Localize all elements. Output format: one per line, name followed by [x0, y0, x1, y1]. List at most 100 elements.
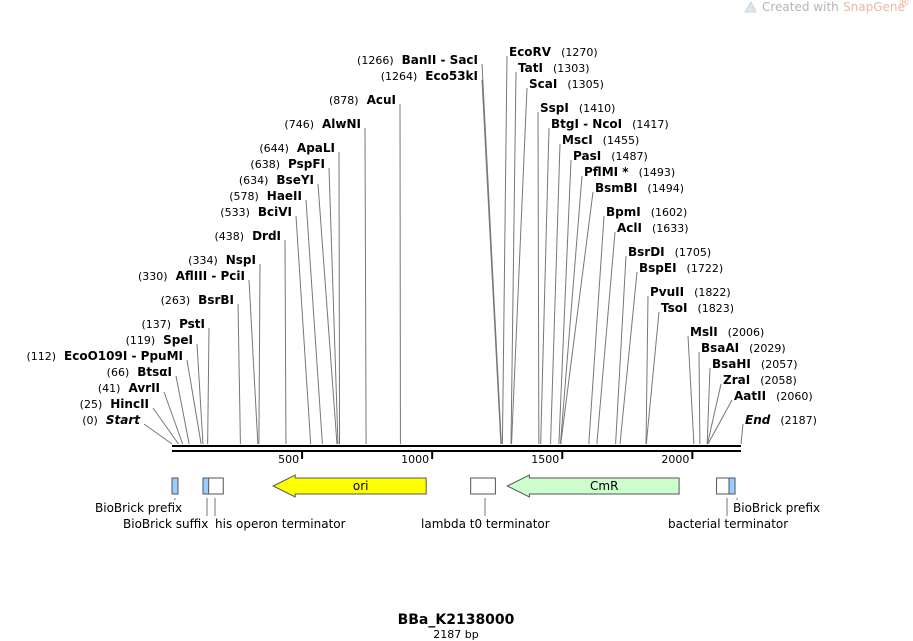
site-name: PvuII [650, 285, 684, 299]
leader-line-zrai [706, 383, 722, 445]
axis-tick-label: 1000 [401, 453, 429, 466]
site-bcivi: BciVI (533) [220, 205, 292, 219]
feature-label-bacterial-terminator: bacterial terminator [668, 517, 788, 531]
site-bseyi: BseYI (634) [239, 173, 314, 187]
site-name: EcoO109I - PpuMI [64, 349, 183, 363]
leader-line-afliii-pcii [248, 279, 259, 445]
site-bpmi: BpmI (1602) [606, 205, 687, 219]
feature-labels: BioBrick prefix BioBrick suffix his operon… [95, 498, 820, 531]
axis-tick-label: 500 [278, 453, 299, 466]
site-btgi-ncoi: BtgI - NcoI (1417) [551, 117, 669, 131]
site-position: (112) [26, 350, 56, 363]
site-name: HaeII [267, 189, 302, 203]
site-position: (1722) [687, 262, 724, 275]
site-avrii: AvrII (41) [98, 381, 160, 395]
leader-line-tati [510, 71, 517, 445]
site-name: BsaHI [712, 357, 751, 371]
feature-box [208, 477, 224, 495]
leader-line-bcivi [295, 215, 312, 445]
site-name: HincII [110, 397, 149, 411]
site-position: (438) [214, 230, 244, 243]
site-position: (746) [284, 118, 314, 131]
site-name: BpmI [606, 205, 641, 219]
site-name: AclI [617, 221, 642, 235]
site-zrai: ZraI (2058) [723, 373, 797, 387]
site-position: (1822) [694, 286, 731, 299]
site-position: (2058) [760, 374, 797, 387]
leader-line-avrii [163, 391, 184, 445]
leader-line-bseyi [317, 183, 338, 445]
site-name: BciVI [258, 205, 292, 219]
site-nspi: NspI (334) [188, 253, 256, 267]
feature-label-biobrick-prefix: BioBrick prefix [733, 501, 820, 515]
site-name: ZraI [723, 373, 750, 387]
feature-box [716, 477, 730, 495]
registered-mark: ® [898, 0, 910, 9]
restriction-site-labels: BanII - SacI (1266) Eco53kI (1264) AcuI (878)… [26, 45, 816, 427]
site-bsrbi: BsrBI (263) [161, 293, 234, 307]
site-hincii: HincII (25) [80, 397, 149, 411]
feature-box [171, 477, 179, 495]
feature-box [202, 477, 210, 495]
feature-label-biobrick-suffix: BioBrick suffix [123, 517, 208, 531]
site-banii-saci: BanII - SacI (1266) [357, 53, 478, 67]
site-position: (2057) [761, 358, 798, 371]
leader-line-haeii [305, 199, 323, 445]
site-position: (1417) [632, 118, 669, 131]
site-position: (1270) [561, 46, 598, 59]
site-bsmbi: BsmBI (1494) [595, 181, 684, 195]
snapgene-brand-text: SnapGene [843, 0, 905, 14]
feature-label-biobrick-prefix: BioBrick prefix [95, 501, 182, 515]
site-psti: PstI (137) [141, 317, 205, 331]
site-name: PasI [573, 149, 601, 163]
site-msci: MscI (1455) [562, 133, 639, 147]
leader-line-psti [207, 327, 210, 445]
site-name: End [745, 413, 771, 427]
site-name: BtgI - NcoI [551, 117, 622, 131]
plasmid-length: 2187 bp [433, 628, 478, 641]
leader-line-bsahi [706, 367, 711, 445]
site-ecoo109i-ppumi: EcoO109I - PpuMI (112) [26, 349, 183, 363]
snapgene-watermark: Created with SnapGene ® [744, 0, 910, 14]
site-msli: MslI (2006) [690, 325, 764, 339]
site-pasi: PasI (1487) [573, 149, 648, 163]
site-haeii: HaeII (578) [229, 189, 302, 203]
site-name: PflMI * [584, 165, 629, 179]
leader-line-drdi [284, 239, 287, 445]
leader-line-ecorv [501, 55, 508, 445]
feature-label-lambda-t0-terminator: lambda t0 terminator [421, 517, 550, 531]
feature-arrow [272, 474, 427, 498]
leader-line-pspfi [328, 167, 339, 445]
site-position: (1266) [357, 54, 394, 67]
site-start: Start (0) [82, 413, 141, 427]
feature-inline-label: ori [353, 479, 369, 493]
leader-line-aatii [707, 399, 733, 445]
site-name: AcuI [367, 93, 396, 107]
site-spei: SpeI (119) [126, 333, 193, 347]
axis-ticks: 500 1000 1500 2000 [278, 452, 694, 466]
leader-line-bsrdi [615, 255, 627, 445]
leader-line-bsrbi [237, 303, 241, 445]
leader-line-msli [687, 335, 695, 445]
feature-bacterial-terminator [716, 477, 730, 495]
site-acui: AcuI (878) [329, 93, 396, 107]
leader-line-bsmbi [560, 191, 594, 445]
site-position: (1823) [697, 302, 734, 315]
site-position: (334) [188, 254, 218, 267]
site-position: (119) [126, 334, 156, 347]
leader-line-bsaai [698, 351, 701, 445]
site-position: (2006) [728, 326, 765, 339]
site-end: End (2187) [745, 413, 817, 427]
leader-line-ecoo109i-ppumi [186, 359, 202, 445]
site-ecorv: EcoRV (1270) [509, 45, 598, 59]
leader-line-pvuii [645, 295, 649, 445]
site-name: AflIII - PciI [176, 269, 245, 283]
feature-arrow [506, 474, 680, 498]
site-position: (644) [259, 142, 289, 155]
feature-box [470, 477, 496, 495]
site-name: SpeI [163, 333, 193, 347]
site-drdi: DrdI (438) [214, 229, 281, 243]
leader-line-pflmi [559, 175, 583, 445]
site-bspei: BspEI (1722) [639, 261, 723, 275]
site-position: (41) [98, 382, 121, 395]
